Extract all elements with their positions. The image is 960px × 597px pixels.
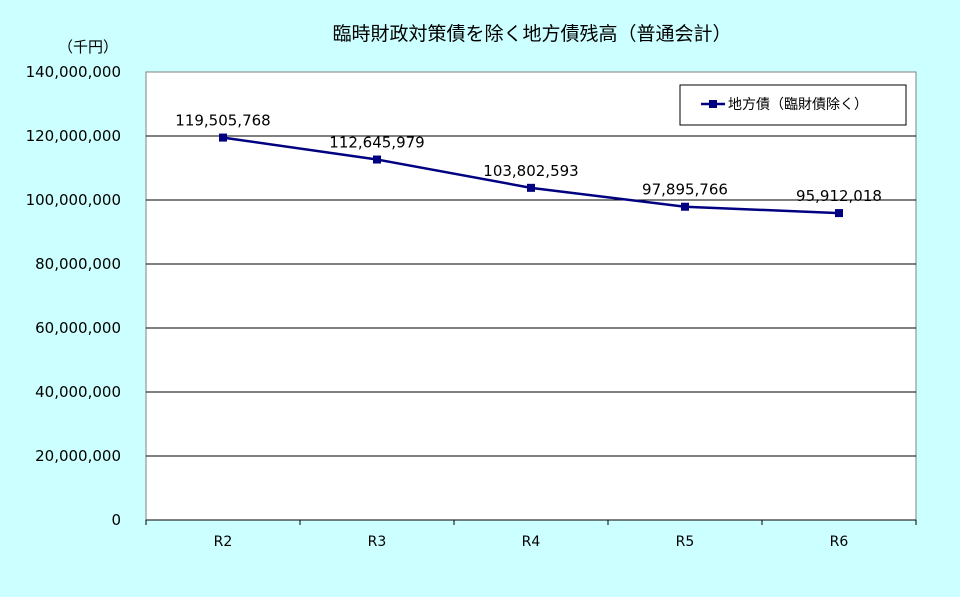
- y-axis-unit-label: （千円）: [58, 38, 118, 56]
- legend-label: 地方債（臨財債除く）: [728, 97, 868, 113]
- y-tick-label: 100,000,000: [26, 191, 121, 209]
- x-tick-label: R4: [522, 534, 541, 550]
- x-tick-label: R2: [214, 534, 233, 550]
- gridlines: [146, 135, 916, 457]
- x-axis-ticks: R2 R3 R4 R5 R6: [145, 519, 917, 550]
- y-tick-label: 20,000,000: [35, 447, 121, 465]
- chart-title: 臨時財政対策債を除く地方債残高（普通会計）: [332, 23, 731, 45]
- y-tick-label: 140,000,000: [26, 63, 121, 81]
- y-tick-label: 40,000,000: [35, 383, 121, 401]
- data-label: 119,505,768: [175, 112, 270, 130]
- y-axis-ticks: 0 20,000,000 40,000,000 60,000,000 80,000,00…: [26, 63, 121, 529]
- series-group: 119,505,768 112,645,979 103,802,593 97,895,…: [175, 112, 882, 218]
- data-point: [219, 133, 227, 142]
- y-tick-label: 0: [111, 511, 121, 529]
- y-tick-label: 60,000,000: [35, 319, 121, 337]
- plot-area: [145, 71, 917, 521]
- data-point: [835, 209, 843, 218]
- data-point: [681, 202, 689, 211]
- x-tick-label: R3: [368, 534, 387, 550]
- y-tick-label: 120,000,000: [26, 127, 121, 145]
- data-label: 103,802,593: [483, 162, 578, 180]
- legend-marker: [709, 100, 717, 108]
- legend: 地方債（臨財債除く）: [679, 84, 907, 126]
- data-label: 95,912,018: [796, 187, 882, 205]
- data-point: [527, 183, 535, 192]
- x-tick-label: R5: [676, 534, 695, 550]
- x-tick-label: R6: [830, 534, 849, 550]
- data-point: [373, 155, 381, 164]
- data-label: 97,895,766: [642, 181, 728, 199]
- y-tick-label: 80,000,000: [35, 255, 121, 273]
- data-label: 112,645,979: [329, 134, 424, 152]
